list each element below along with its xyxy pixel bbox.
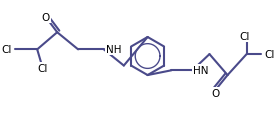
Text: Cl: Cl <box>38 64 48 74</box>
Text: O: O <box>211 88 219 98</box>
Text: Cl: Cl <box>239 32 250 42</box>
Text: HN: HN <box>193 66 209 76</box>
Text: Cl: Cl <box>1 45 12 55</box>
Text: NH: NH <box>106 45 121 55</box>
Text: Cl: Cl <box>265 50 274 60</box>
Text: O: O <box>42 13 50 23</box>
